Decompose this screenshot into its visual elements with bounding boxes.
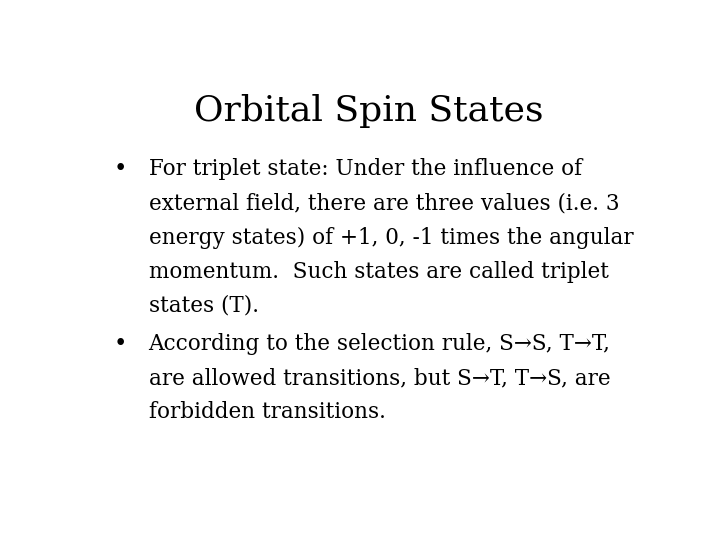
Text: •: •: [114, 158, 127, 180]
Text: For triplet state: Under the influence of: For triplet state: Under the influence o…: [148, 158, 582, 180]
Text: states (T).: states (T).: [148, 295, 258, 317]
Text: Orbital Spin States: Orbital Spin States: [194, 94, 544, 128]
Text: energy states) of +1, 0, -1 times the angular: energy states) of +1, 0, -1 times the an…: [148, 227, 633, 248]
Text: According to the selection rule, S→S, T→T,: According to the selection rule, S→S, T→…: [148, 333, 611, 355]
Text: are allowed transitions, but S→T, T→S, are: are allowed transitions, but S→T, T→S, a…: [148, 367, 611, 389]
Text: forbidden transitions.: forbidden transitions.: [148, 401, 385, 423]
Text: •: •: [114, 333, 127, 355]
Text: momentum.  Such states are called triplet: momentum. Such states are called triplet: [148, 261, 608, 282]
Text: external field, there are three values (i.e. 3: external field, there are three values (…: [148, 192, 619, 214]
